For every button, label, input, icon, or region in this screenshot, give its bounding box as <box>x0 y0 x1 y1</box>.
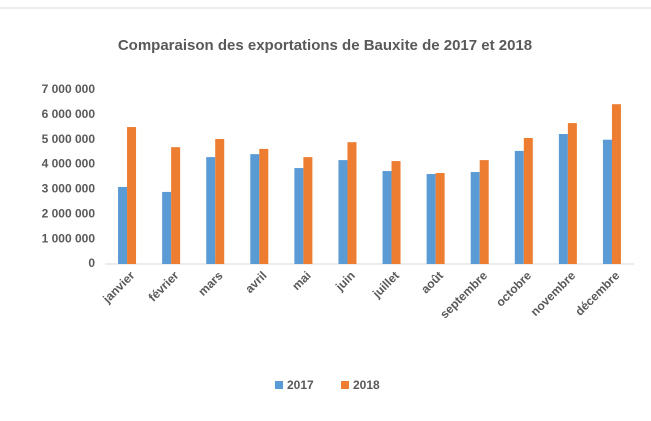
bar <box>523 137 533 264</box>
y-tick-label: 7 000 000 <box>42 82 96 96</box>
x-tick-label: février <box>146 268 182 304</box>
y-tick-label: 1 000 000 <box>42 231 96 245</box>
bar <box>206 157 216 264</box>
bar <box>426 174 436 264</box>
bar <box>171 147 181 264</box>
bar <box>338 160 348 264</box>
bar <box>303 157 313 264</box>
bar <box>558 133 568 264</box>
y-tick-label: 0 <box>88 256 95 270</box>
bar <box>382 171 392 264</box>
y-tick-label: 4 000 000 <box>42 157 96 171</box>
bar <box>479 160 489 264</box>
y-tick-label: 6 000 000 <box>42 107 96 121</box>
bar <box>127 127 137 264</box>
bar <box>215 138 225 264</box>
x-tick-label: septembre <box>437 268 490 321</box>
legend-label: 2017 <box>287 378 314 392</box>
x-tick-label: janvier <box>99 268 137 306</box>
y-tick-label: 2 000 000 <box>42 206 96 220</box>
bar <box>435 173 445 264</box>
x-tick-label: avril <box>242 268 269 295</box>
bar <box>250 154 260 264</box>
bar <box>391 161 401 264</box>
x-tick-label: août <box>418 268 446 296</box>
x-tick-label: novembre <box>528 268 579 319</box>
bar <box>611 104 621 264</box>
y-tick-label: 5 000 000 <box>42 132 96 146</box>
x-tick-label: décembre <box>572 268 622 318</box>
x-tick-label: mai <box>289 268 314 293</box>
legend-swatch <box>341 381 349 389</box>
bar <box>470 172 480 264</box>
y-tick-label: 3 000 000 <box>42 182 96 196</box>
x-tick-label: juin <box>332 268 358 294</box>
legend-label: 2018 <box>353 378 380 392</box>
bar <box>347 142 357 264</box>
x-tick-label: mars <box>195 268 225 298</box>
chart-title: Comparaison des exportations de Bauxite … <box>118 37 532 54</box>
bar <box>118 186 128 264</box>
bar <box>514 150 524 264</box>
x-tick-label: octobre <box>493 268 534 309</box>
x-tick-label: juillet <box>369 268 402 301</box>
legend-swatch <box>275 381 283 389</box>
bar <box>259 148 269 264</box>
bar <box>294 168 304 264</box>
bar <box>602 139 612 264</box>
bar <box>567 123 577 264</box>
bar <box>162 191 172 264</box>
